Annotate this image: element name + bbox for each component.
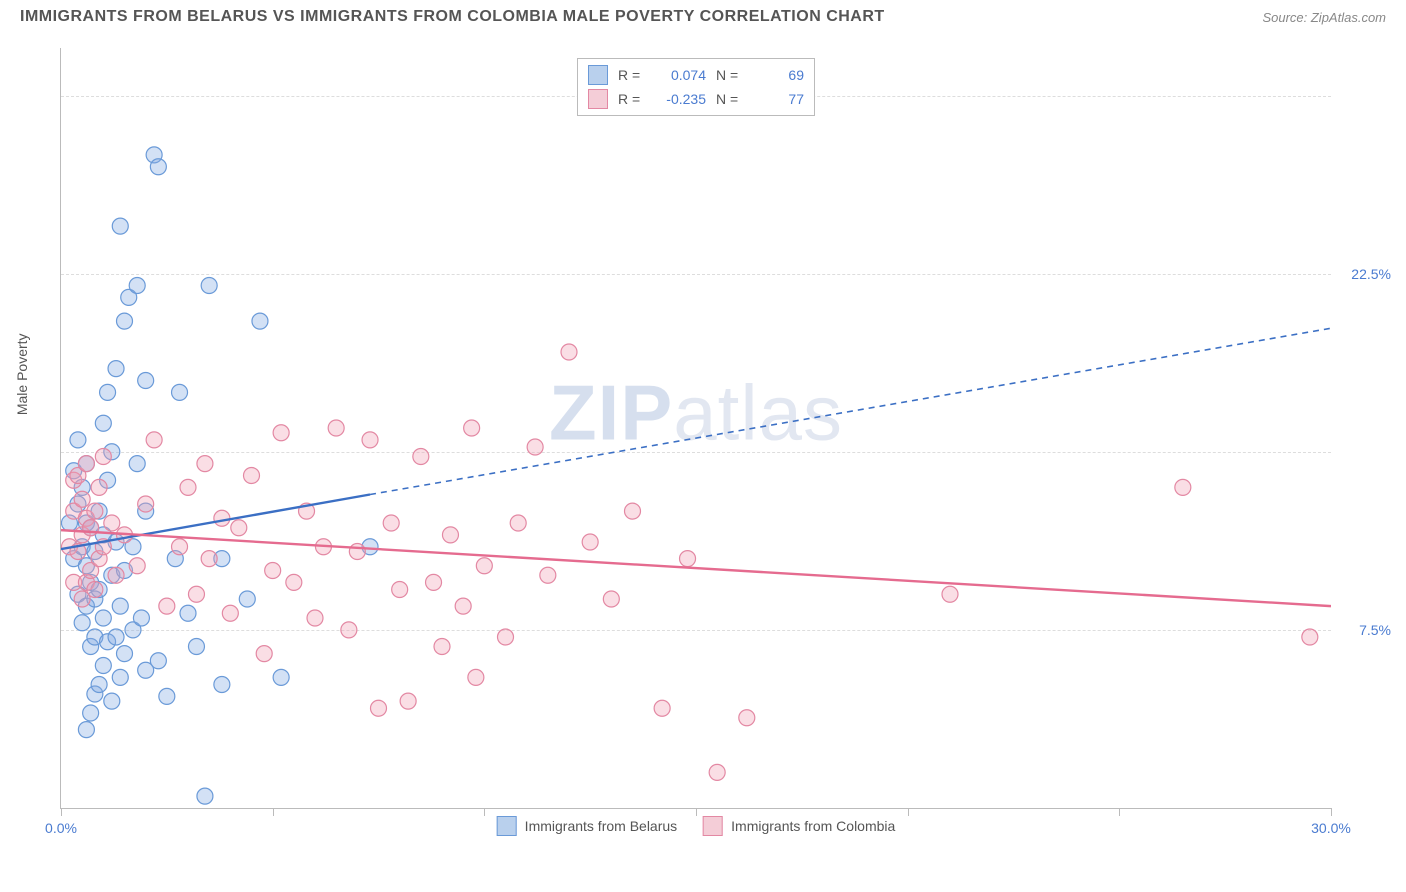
swatch-colombia [703,816,723,836]
scatter-svg [61,48,1331,808]
source-label: Source: ZipAtlas.com [1262,10,1386,25]
chart-title: IMMIGRANTS FROM BELARUS VS IMMIGRANTS FR… [20,8,885,26]
legend-item-colombia: Immigrants from Colombia [703,816,895,836]
legend-n-label: N = [716,91,744,107]
legend-n-label: N = [716,67,744,83]
swatch-belarus [497,816,517,836]
x-tick-label: 0.0% [45,820,77,836]
legend-item-belarus: Immigrants from Belarus [497,816,677,836]
chart-container: Male Poverty ZIPatlas R = 0.074 N = 69 R… [50,38,1390,858]
legend-r-belarus: 0.074 [656,67,706,83]
swatch-colombia [588,89,608,109]
plot-area: ZIPatlas R = 0.074 N = 69 R = -0.235 N =… [60,48,1331,809]
swatch-belarus [588,65,608,85]
legend-row-belarus: R = 0.074 N = 69 [588,63,804,87]
x-tick-label: 30.0% [1311,820,1351,836]
y-tick-label: 7.5% [1359,622,1391,638]
legend-n-belarus: 69 [754,67,804,83]
legend-row-colombia: R = -0.235 N = 77 [588,87,804,111]
legend-r-label: R = [618,91,646,107]
legend-r-colombia: -0.235 [656,91,706,107]
legend-label-colombia: Immigrants from Colombia [731,818,895,834]
legend-n-colombia: 77 [754,91,804,107]
legend-r-label: R = [618,67,646,83]
legend-correlation: R = 0.074 N = 69 R = -0.235 N = 77 [577,58,815,116]
legend-series: Immigrants from Belarus Immigrants from … [497,816,896,836]
legend-label-belarus: Immigrants from Belarus [525,818,677,834]
y-tick-label: 22.5% [1351,266,1391,282]
y-axis-label: Male Poverty [14,333,30,415]
